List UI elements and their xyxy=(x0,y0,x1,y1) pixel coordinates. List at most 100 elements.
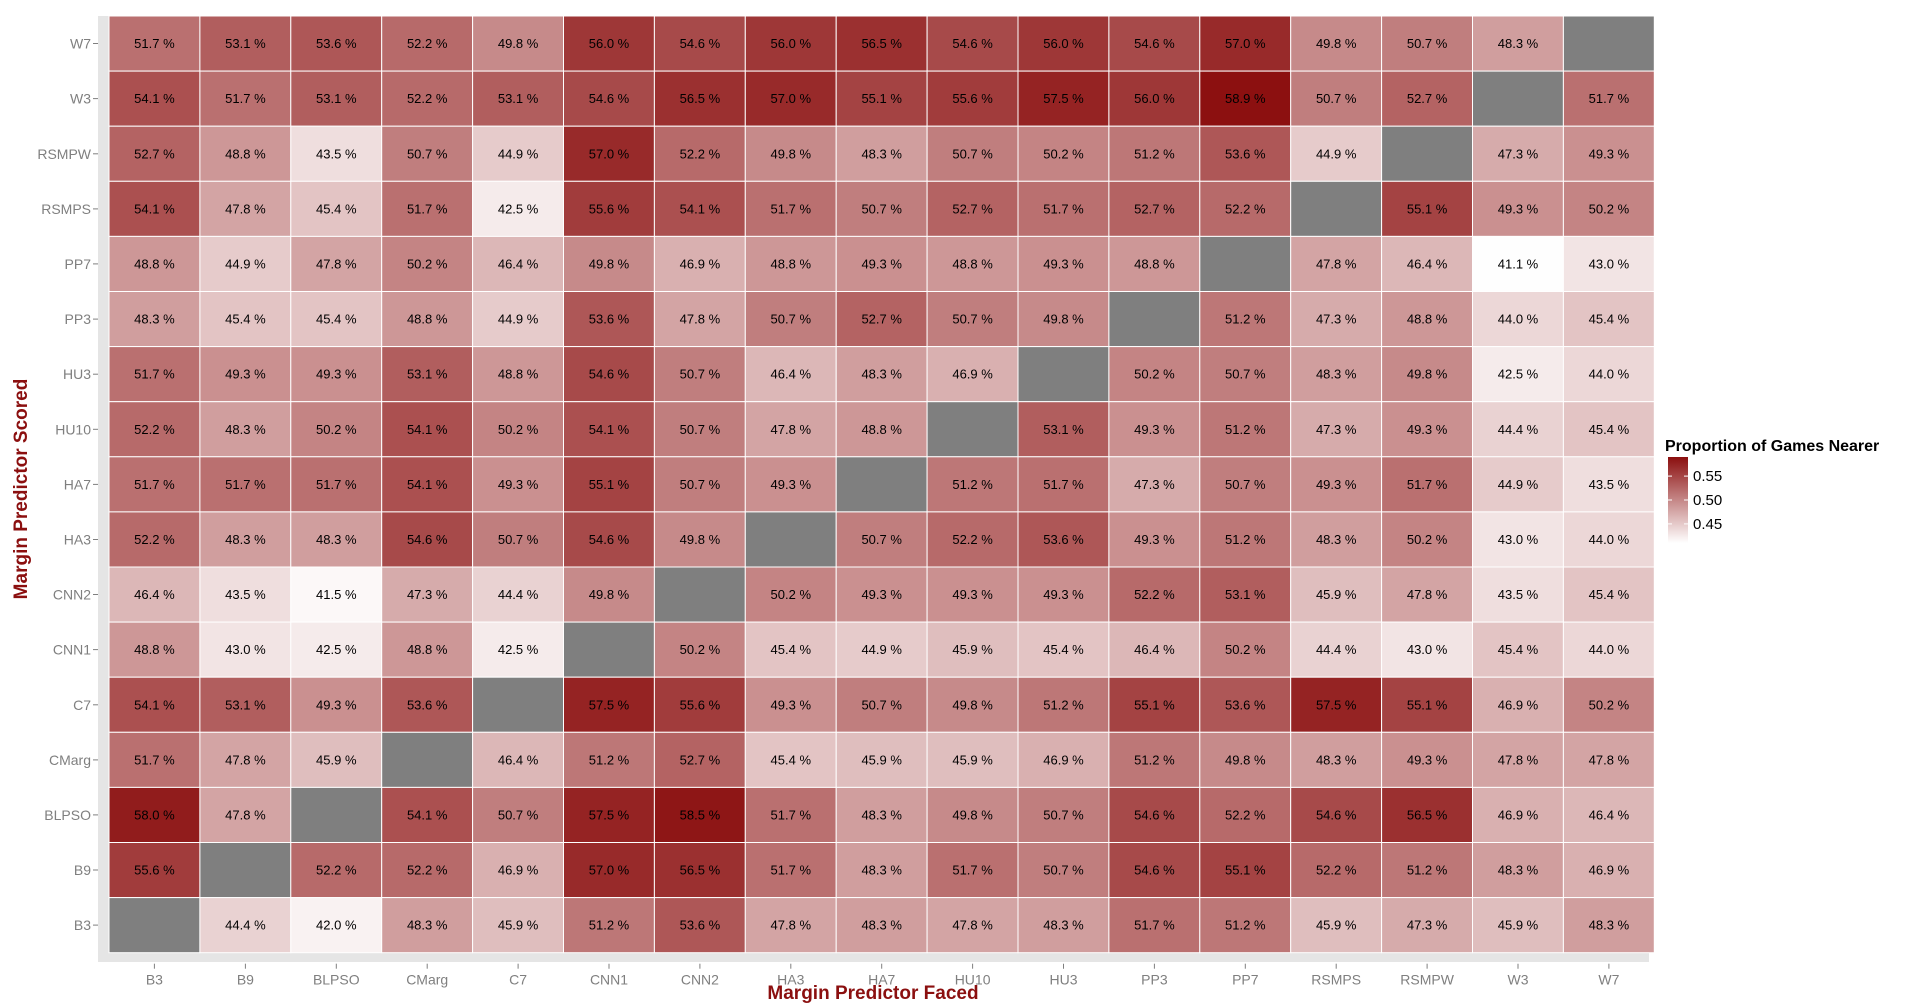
legend-ticks: 0.55 0.50 0.45 xyxy=(1668,468,1722,533)
cell-value-label: 49.3 % xyxy=(771,477,812,492)
y-tick-label: BLPSO xyxy=(44,807,91,823)
y-axis-ticks: W7 W3 RSMPW RSMPS PP7 PP3 HU3 HU10 HA7 HA3 CNN2 CNN… xyxy=(37,36,98,933)
heatmap-cell xyxy=(290,676,383,733)
cell-value-label: 57.0 % xyxy=(589,146,630,161)
cell-value-label: 50.2 % xyxy=(316,422,357,437)
heatmap-cell xyxy=(835,401,928,458)
heatmap-cell xyxy=(744,456,837,513)
cell-value-label: 55.1 % xyxy=(1407,201,1448,216)
heatmap-cell xyxy=(1562,731,1655,788)
cell-value-label: 44.4 % xyxy=(1316,642,1357,657)
heatmap-cell xyxy=(653,15,746,72)
x-tick-label: RSMPS xyxy=(1311,972,1361,988)
heatmap-cells xyxy=(108,15,1655,954)
cell-value-label: 42.5 % xyxy=(1498,367,1539,382)
heatmap-cell xyxy=(1108,15,1201,72)
x-tick-label: C7 xyxy=(509,972,527,988)
cell-value-label: 54.6 % xyxy=(589,532,630,547)
heatmap-cell xyxy=(1017,731,1110,788)
cell-value-label: 50.7 % xyxy=(498,807,539,822)
cell-value-label: 46.4 % xyxy=(498,256,539,271)
cell-value-label: 50.7 % xyxy=(1225,367,1266,382)
cell-value-label: 46.4 % xyxy=(1134,642,1175,657)
heatmap-cell xyxy=(744,731,837,788)
cell-value-label: 45.4 % xyxy=(316,201,357,216)
cell-value-label: 48.8 % xyxy=(407,642,448,657)
heatmap-cell xyxy=(835,621,928,678)
heatmap-cell xyxy=(472,621,565,678)
legend-tick-label: 0.55 xyxy=(1693,468,1722,485)
heatmap-cell xyxy=(1562,291,1655,348)
cell-value-label: 47.8 % xyxy=(1407,587,1448,602)
heatmap-cell xyxy=(1562,346,1655,403)
cell-value-label: 53.6 % xyxy=(407,697,448,712)
y-tick-label: HU10 xyxy=(55,421,91,437)
cell-value-label: 48.3 % xyxy=(1316,367,1357,382)
cell-value-label: 51.2 % xyxy=(1225,312,1266,327)
cell-value-label: 50.2 % xyxy=(1225,642,1266,657)
cell-value-label: 53.1 % xyxy=(316,91,357,106)
cell-value-label: 56.0 % xyxy=(589,36,630,51)
cell-value-label: 48.8 % xyxy=(225,146,266,161)
x-tick-label: HU10 xyxy=(955,972,991,988)
cell-value-label: 49.3 % xyxy=(1407,752,1448,767)
heatmap-cell xyxy=(1017,235,1110,292)
heatmap-cell xyxy=(1290,842,1383,899)
cell-value-label: 54.1 % xyxy=(134,201,175,216)
heatmap-cell xyxy=(1562,180,1655,237)
heatmap-cell xyxy=(563,621,655,678)
cell-value-label: 49.3 % xyxy=(316,367,357,382)
heatmap-cell xyxy=(472,511,565,568)
heatmap-cell xyxy=(1562,125,1655,182)
heatmap-cell xyxy=(199,566,292,623)
cell-value-label: 44.4 % xyxy=(498,587,539,602)
cell-value-label: 52.2 % xyxy=(134,532,175,547)
heatmap-cell xyxy=(1472,291,1564,348)
heatmap-cell xyxy=(1472,621,1564,678)
heatmap-cell xyxy=(1290,291,1383,348)
cell-value-label: 51.7 % xyxy=(1407,477,1448,492)
cell-value-label: 56.5 % xyxy=(680,91,721,106)
cell-value-label: 48.3 % xyxy=(1316,532,1357,547)
heatmap-cell xyxy=(290,786,383,844)
cell-value-label: 42.5 % xyxy=(498,642,539,657)
cell-value-label: 48.3 % xyxy=(316,532,357,547)
cell-value-label: 43.0 % xyxy=(1407,642,1448,657)
cell-value-label: 50.7 % xyxy=(1043,863,1084,878)
heatmap-cell xyxy=(1017,125,1110,182)
heatmap-cell xyxy=(835,731,928,788)
cell-value-label: 45.9 % xyxy=(952,642,993,657)
heatmap-cell xyxy=(1290,676,1383,733)
cell-value-label: 46.9 % xyxy=(1498,697,1539,712)
heatmap-cell xyxy=(835,897,928,954)
heatmap-cell xyxy=(1199,842,1292,899)
cell-value-label: 51.2 % xyxy=(1225,532,1266,547)
cell-value-label: 48.8 % xyxy=(407,312,448,327)
x-tick-label: CNN2 xyxy=(681,972,719,988)
heatmap-cell xyxy=(563,346,655,403)
cell-value-label: 48.8 % xyxy=(498,367,539,382)
cell-value-label: 51.2 % xyxy=(1225,422,1266,437)
y-tick-label: PP3 xyxy=(65,311,92,327)
heatmap-cell xyxy=(835,456,928,513)
heatmap-cell xyxy=(653,401,746,458)
cell-value-label: 48.3 % xyxy=(407,918,448,933)
heatmap-cell xyxy=(563,842,655,899)
heatmap-cell xyxy=(1562,401,1655,458)
heatmap-cell xyxy=(108,125,201,182)
cell-value-label: 47.8 % xyxy=(316,256,357,271)
heatmap-cell xyxy=(472,566,565,623)
heatmap-cell xyxy=(835,15,928,72)
cell-value-label: 55.1 % xyxy=(1407,697,1448,712)
cell-value-label: 41.1 % xyxy=(1498,256,1539,271)
cell-value-label: 53.1 % xyxy=(1225,587,1266,602)
cell-value-label: 46.4 % xyxy=(134,587,175,602)
heatmap-cell xyxy=(563,70,655,127)
heatmap-cell xyxy=(381,70,474,127)
cell-value-label: 46.4 % xyxy=(1407,256,1448,271)
cell-value-label: 48.3 % xyxy=(1043,918,1084,933)
y-tick-label: B3 xyxy=(74,917,91,933)
heatmap-cell xyxy=(1108,235,1201,292)
cell-value-label: 49.8 % xyxy=(771,146,812,161)
heatmap-cell xyxy=(1562,897,1655,954)
